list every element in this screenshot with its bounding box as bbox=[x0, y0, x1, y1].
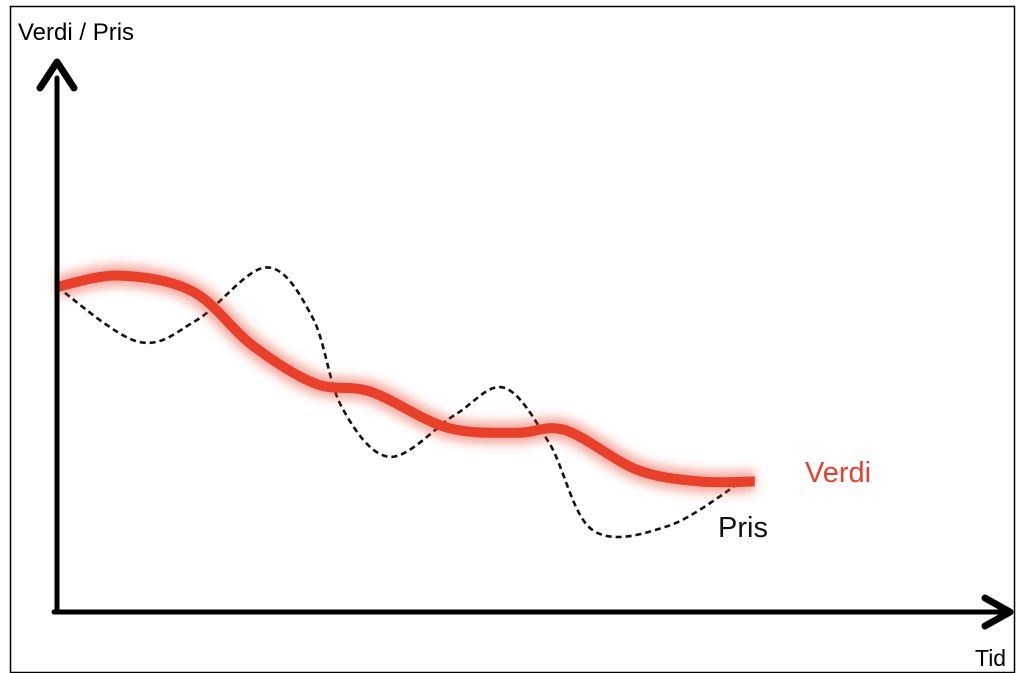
axes bbox=[36, 58, 1014, 630]
series-verdi-line bbox=[55, 270, 755, 488]
series-label-verdi: Verdi bbox=[805, 457, 871, 489]
series-label-pris: Pris bbox=[718, 512, 768, 544]
x-axis-arrowhead bbox=[981, 594, 1014, 630]
x-axis-label: Tid bbox=[975, 645, 1006, 671]
y-axis-label: Verdi / Pris bbox=[18, 19, 134, 46]
series-pris-line bbox=[56, 266, 743, 539]
series-layer bbox=[54, 264, 755, 539]
y-axis-arrowhead bbox=[36, 58, 78, 92]
